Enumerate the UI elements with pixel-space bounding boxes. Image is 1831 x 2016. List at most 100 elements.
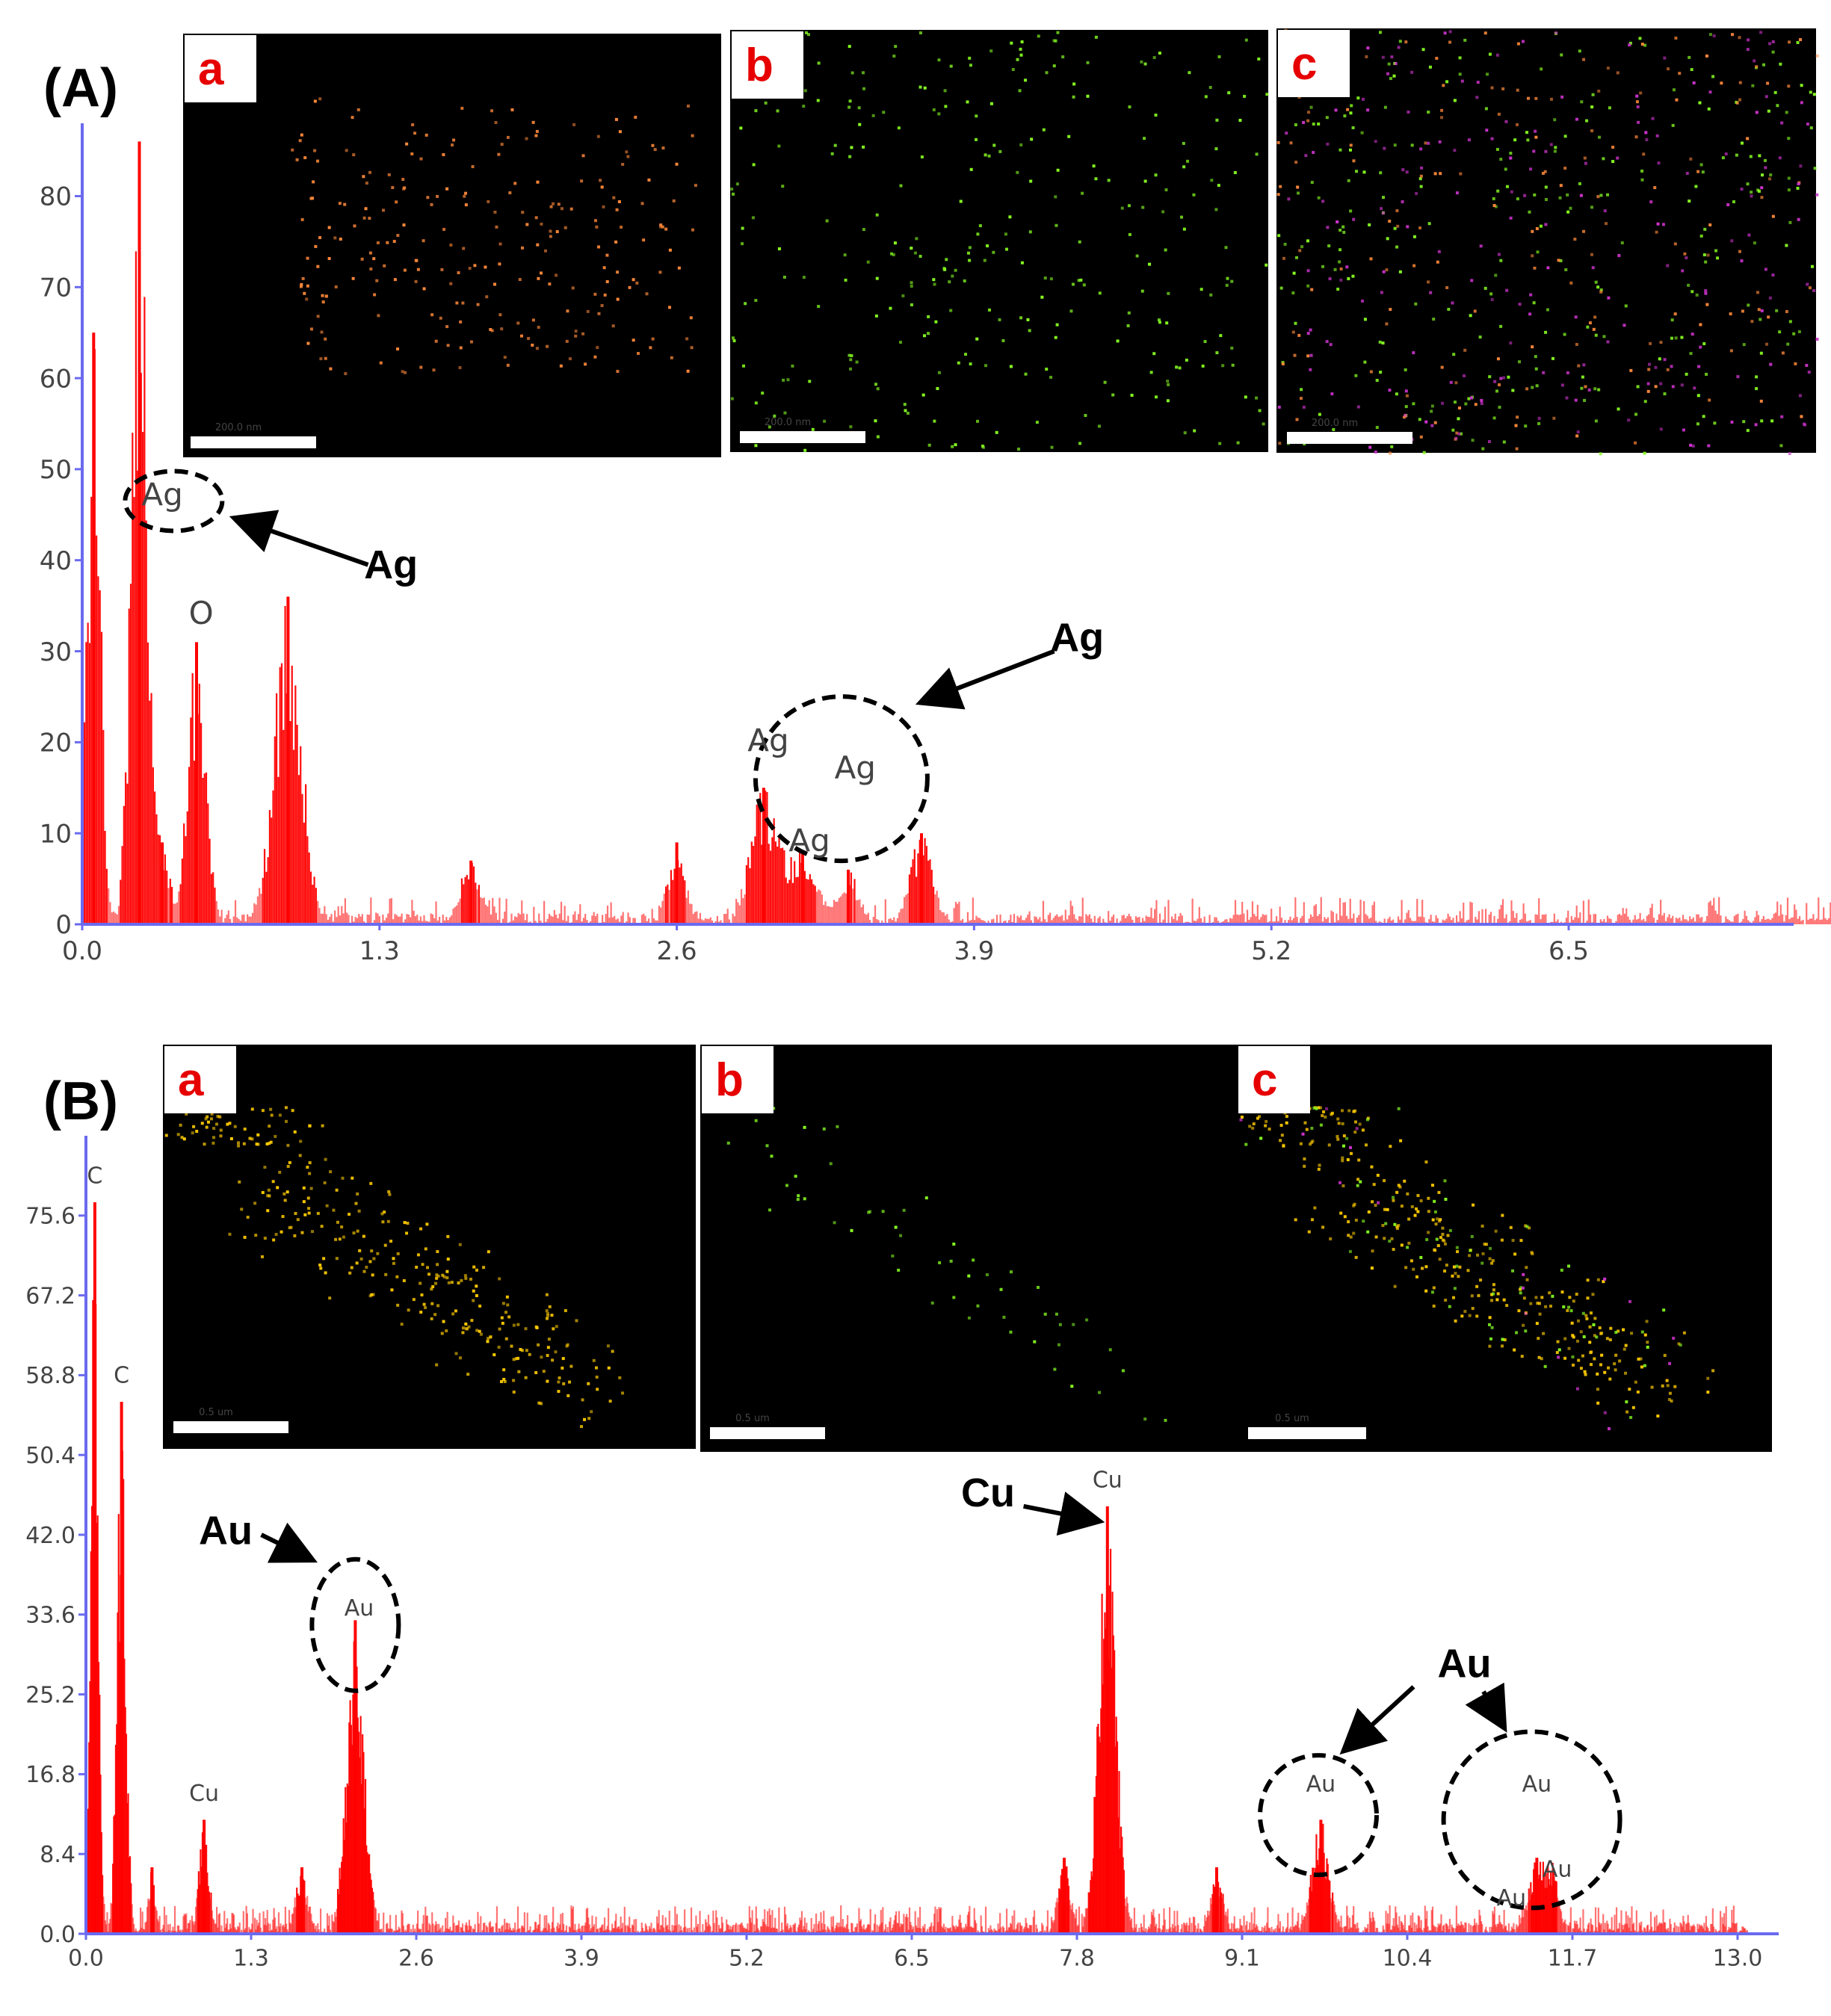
map-dot: [500, 143, 504, 146]
map-dot: [1480, 402, 1483, 406]
map-dot: [1689, 352, 1693, 356]
map-dot: [765, 1144, 769, 1148]
map-dot: [1209, 293, 1213, 297]
map-dot: [457, 270, 460, 274]
map-dot: [1244, 395, 1247, 399]
map-dot: [1575, 1387, 1579, 1391]
map-dot: [635, 281, 639, 285]
map-dot: [309, 1187, 313, 1190]
map-dot: [1161, 210, 1165, 214]
map-dot: [1628, 1299, 1632, 1303]
map-dot: [1488, 52, 1492, 56]
map-dot: [1537, 1302, 1541, 1305]
map-dot: [1152, 352, 1156, 356]
map-dot: [457, 1281, 460, 1284]
y-tick-label: 50: [40, 455, 72, 485]
map-dot: [1469, 314, 1472, 318]
map-dot: [1738, 98, 1742, 102]
map-dot: [1410, 1205, 1414, 1208]
map-dot: [569, 207, 573, 211]
map-dot: [1643, 451, 1646, 455]
map-dot: [321, 300, 325, 304]
map-dot: [1230, 346, 1234, 350]
map-dot: [493, 1353, 496, 1357]
map-dot: [1295, 418, 1299, 421]
map-dot: [212, 1127, 216, 1131]
map-dot: [1457, 417, 1460, 421]
map-dot: [1404, 389, 1408, 393]
map-dot: [319, 357, 323, 361]
map-dot: [1347, 1109, 1351, 1113]
map-dot: [348, 1271, 352, 1275]
map-dot: [1199, 288, 1203, 291]
map-dot: [1392, 1199, 1395, 1202]
map-dot: [1583, 156, 1587, 160]
map-dot: [1695, 293, 1699, 297]
map-dot: [1492, 197, 1495, 200]
map-dot: [611, 324, 615, 328]
map-dot: [505, 1295, 509, 1299]
map-dot: [1353, 1202, 1356, 1206]
map-dot: [1440, 365, 1444, 369]
map-dot: [391, 186, 395, 190]
map-dot: [274, 1134, 277, 1138]
map-dot: [1716, 256, 1720, 260]
map-dot: [1797, 330, 1801, 333]
map-dot: [890, 252, 894, 256]
map-letter: b: [715, 1054, 744, 1106]
map-dot: [1374, 1204, 1377, 1208]
map-dot: [1759, 399, 1763, 403]
map-dot: [625, 150, 629, 154]
map-dot: [463, 194, 466, 198]
map-dot: [1333, 268, 1337, 271]
map-dot: [1418, 177, 1422, 181]
map-dot: [1813, 167, 1817, 170]
map-dot: [1680, 336, 1684, 339]
map-dot: [1154, 173, 1158, 177]
map-dot: [616, 370, 620, 374]
map-dot: [1343, 114, 1347, 118]
map-dot: [1383, 1179, 1386, 1183]
map-dot: [1356, 1178, 1360, 1181]
map-dot: [1636, 385, 1640, 389]
map-dot: [783, 411, 787, 415]
map-dot: [1390, 55, 1394, 59]
map-dot: [1397, 46, 1401, 49]
map-dot: [1511, 389, 1515, 392]
map-dot: [927, 443, 931, 447]
map-dot: [1563, 1356, 1567, 1360]
map-dot: [1306, 119, 1310, 123]
map-dot: [1592, 327, 1596, 331]
map-dot: [497, 152, 501, 156]
map-letter-box: [702, 1046, 774, 1113]
map-dot: [1353, 1109, 1357, 1113]
map-dot: [1438, 1258, 1442, 1261]
map-dot: [248, 1137, 252, 1140]
map-dot: [1354, 1218, 1358, 1222]
map-dot: [964, 353, 968, 356]
map-dot: [777, 247, 781, 251]
map-dot: [498, 262, 501, 266]
map-dot: [1707, 107, 1711, 111]
map-dot: [1590, 1350, 1593, 1354]
map-dot: [1544, 223, 1548, 226]
map-dot: [1524, 424, 1528, 428]
map-dot: [1310, 1126, 1314, 1130]
map-dot: [1383, 1208, 1387, 1211]
map-dot: [1586, 1278, 1590, 1282]
map-dot: [1815, 193, 1819, 197]
map-dot: [416, 1253, 420, 1257]
map-dot: [557, 202, 561, 206]
map-dot: [1283, 242, 1287, 246]
map-dot: [1570, 1321, 1574, 1325]
map-dot: [607, 1366, 611, 1370]
map-dot: [1704, 291, 1708, 295]
map-dot: [1442, 84, 1445, 87]
peak-label: Au: [1497, 1885, 1527, 1911]
map-dot: [1045, 368, 1049, 371]
map-letter: c: [1291, 38, 1317, 90]
map-dot: [1597, 388, 1601, 392]
map-dot: [1714, 249, 1718, 253]
map-dot: [1701, 170, 1705, 174]
map-dot: [327, 256, 331, 260]
